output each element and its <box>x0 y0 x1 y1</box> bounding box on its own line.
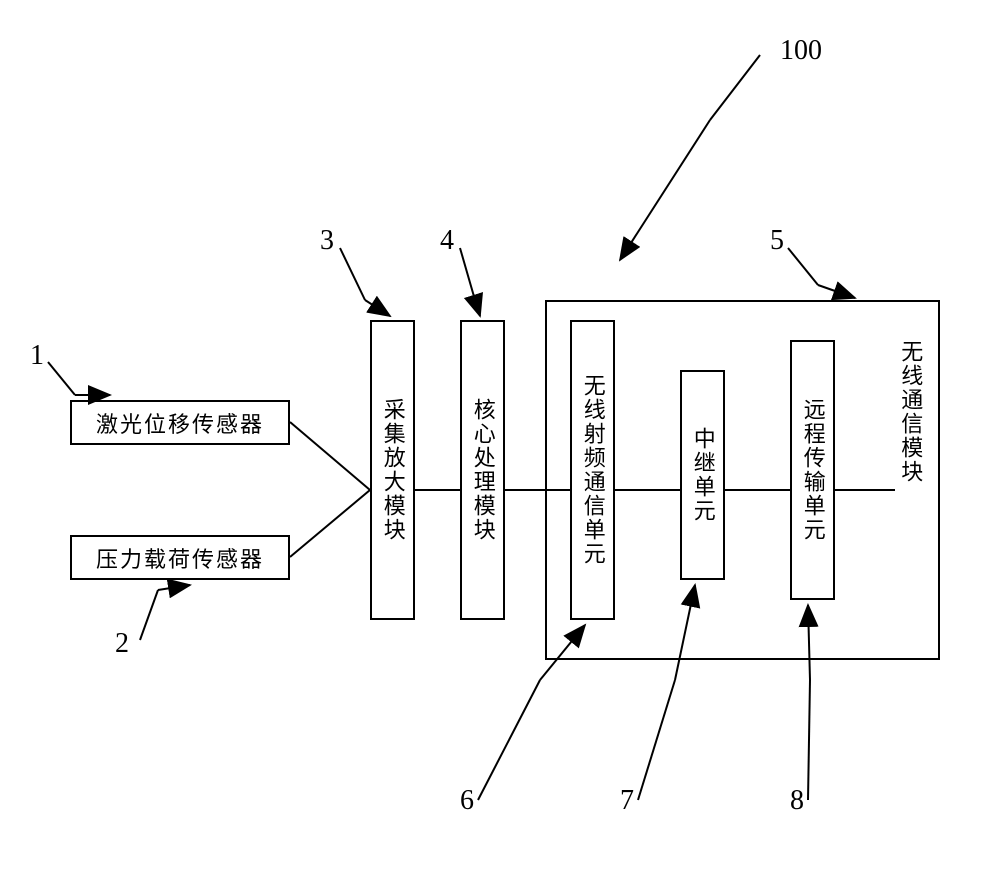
label-box7: 中继单元 <box>689 427 715 523</box>
box-remote-tx-unit: 远程传输单元 <box>790 340 835 600</box>
ref-4: 4 <box>440 225 454 257</box>
label-box1: 激光位移传感器 <box>96 407 264 439</box>
box-acquisition-amp: 采集放大模块 <box>370 320 415 620</box>
ref-3: 3 <box>320 225 334 257</box>
ref-5: 5 <box>770 225 784 257</box>
label-box2: 压力载荷传感器 <box>96 542 264 574</box>
label-wireless-module-title: 无线通信模块 <box>895 340 925 620</box>
ref-1: 1 <box>30 340 44 372</box>
label-box6: 无线射频通信单元 <box>579 374 605 566</box>
box-relay-unit: 中继单元 <box>680 370 725 580</box>
box-core-processing: 核心处理模块 <box>460 320 505 620</box>
label-box3: 采集放大模块 <box>379 398 405 542</box>
ref-7: 7 <box>620 785 634 817</box>
ref-8: 8 <box>790 785 804 817</box>
label-box8: 远程传输单元 <box>799 398 825 542</box>
ref-2: 2 <box>115 628 129 660</box>
label-box5-title: 无线通信模块 <box>897 340 923 484</box>
ref-6: 6 <box>460 785 474 817</box>
box-laser-sensor: 激光位移传感器 <box>70 400 290 445</box>
ref-100: 100 <box>780 35 822 67</box>
label-box4: 核心处理模块 <box>469 398 495 542</box>
box-pressure-sensor: 压力载荷传感器 <box>70 535 290 580</box>
box-rf-comm-unit: 无线射频通信单元 <box>570 320 615 620</box>
